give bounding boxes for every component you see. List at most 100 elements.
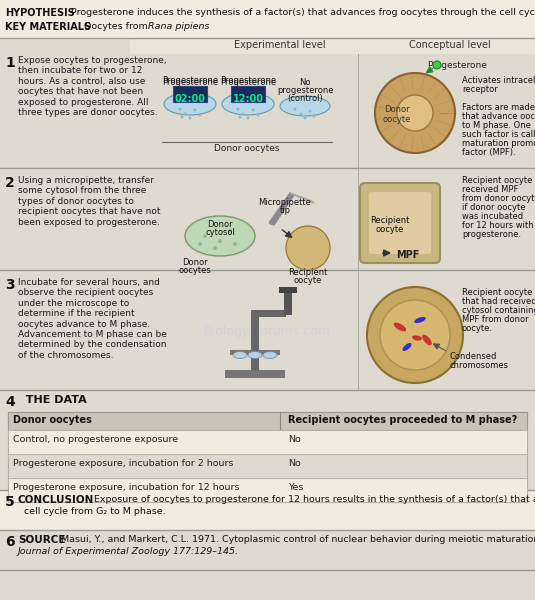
Text: progesterone: progesterone xyxy=(277,86,333,95)
Text: Progesterone: Progesterone xyxy=(220,76,276,85)
Circle shape xyxy=(433,61,441,69)
Text: Recipient oocyte: Recipient oocyte xyxy=(462,288,532,297)
Circle shape xyxy=(203,234,207,238)
Circle shape xyxy=(303,116,307,119)
Text: factor (MPF).: factor (MPF). xyxy=(462,148,516,157)
Text: Rana pipiens: Rana pipiens xyxy=(148,22,210,31)
Circle shape xyxy=(367,287,463,383)
Circle shape xyxy=(194,109,196,112)
Circle shape xyxy=(188,116,192,119)
Text: oocyte: oocyte xyxy=(376,225,404,234)
Text: progesterone.: progesterone. xyxy=(462,230,521,239)
Circle shape xyxy=(179,107,181,110)
Ellipse shape xyxy=(412,335,422,341)
Text: Biology-Forums.com: Biology-Forums.com xyxy=(203,325,331,338)
Text: 4: 4 xyxy=(5,395,15,409)
Text: that advance oocyte: that advance oocyte xyxy=(462,112,535,121)
Bar xyxy=(8,430,527,454)
FancyBboxPatch shape xyxy=(369,192,431,254)
Circle shape xyxy=(213,246,217,250)
FancyBboxPatch shape xyxy=(360,183,440,263)
Text: 02:00: 02:00 xyxy=(174,94,205,104)
Bar xyxy=(0,38,535,168)
Text: Recipient: Recipient xyxy=(288,268,327,277)
Text: oocyte.: oocyte. xyxy=(462,324,493,333)
Text: Incubate for several hours, and
observe the recipient oocytes
under the microsco: Incubate for several hours, and observe … xyxy=(18,278,167,360)
Circle shape xyxy=(233,242,237,246)
Bar xyxy=(8,478,527,502)
Circle shape xyxy=(218,239,222,243)
Bar xyxy=(252,350,258,368)
Text: Recipient: Recipient xyxy=(370,216,410,225)
Text: Oocytes from: Oocytes from xyxy=(78,22,151,31)
Ellipse shape xyxy=(222,93,274,115)
Text: Activates intracellular: Activates intracellular xyxy=(462,76,535,85)
Text: Masui, Y., and Markert, C.L. 1971. Cytoplasmic control of nuclear behavior durin: Masui, Y., and Markert, C.L. 1971. Cytop… xyxy=(58,535,535,544)
Text: if donor oocyte: if donor oocyte xyxy=(462,203,525,212)
Text: Progesterone induces the synthesis of a factor(s) that advances frog oocytes thr: Progesterone induces the synthesis of a … xyxy=(68,8,535,17)
Ellipse shape xyxy=(286,226,330,270)
Text: oocytes: oocytes xyxy=(179,266,211,275)
Text: .: . xyxy=(198,22,201,31)
Text: Progesterone exposure, incubation for 12 hours: Progesterone exposure, incubation for 12… xyxy=(13,483,240,492)
Text: cytosol containing: cytosol containing xyxy=(462,306,535,315)
Text: HYPOTHESIS: HYPOTHESIS xyxy=(5,8,75,18)
Text: for 12 hours with: for 12 hours with xyxy=(462,221,533,230)
Text: MPF from donor: MPF from donor xyxy=(462,315,529,324)
Circle shape xyxy=(312,115,316,118)
Text: cytosol: cytosol xyxy=(205,228,235,237)
Text: THE DATA: THE DATA xyxy=(18,395,87,405)
Text: Recipient oocytes proceeded to M phase?: Recipient oocytes proceeded to M phase? xyxy=(288,415,517,425)
Text: Donor
oocyte: Donor oocyte xyxy=(383,105,411,124)
Bar xyxy=(0,168,535,270)
Text: 2: 2 xyxy=(5,176,15,190)
Circle shape xyxy=(247,116,249,119)
Text: was incubated: was incubated xyxy=(462,212,523,221)
Bar xyxy=(231,86,265,102)
Text: Donor: Donor xyxy=(207,220,233,229)
Bar xyxy=(251,310,286,317)
Bar xyxy=(0,390,535,490)
Ellipse shape xyxy=(414,317,426,323)
Text: oocyte: oocyte xyxy=(294,276,322,285)
Text: No: No xyxy=(299,78,311,87)
Text: Progesterone: Progesterone xyxy=(427,61,487,70)
Circle shape xyxy=(309,109,311,113)
Bar xyxy=(0,390,535,490)
Circle shape xyxy=(228,229,232,233)
Text: 12:00: 12:00 xyxy=(233,94,264,104)
Ellipse shape xyxy=(164,93,216,115)
Text: Progesterone exposure, incubation for 2 hours: Progesterone exposure, incubation for 2 … xyxy=(13,459,233,468)
Text: 6: 6 xyxy=(5,535,14,549)
Ellipse shape xyxy=(402,343,411,351)
Circle shape xyxy=(251,109,255,112)
Text: SOURCE: SOURCE xyxy=(18,535,65,545)
Circle shape xyxy=(375,73,455,153)
Text: Donor: Donor xyxy=(182,258,208,267)
Ellipse shape xyxy=(280,96,330,116)
Text: 1: 1 xyxy=(5,56,15,70)
Circle shape xyxy=(380,300,450,370)
Text: such factor is called: such factor is called xyxy=(462,130,535,139)
Ellipse shape xyxy=(263,352,277,358)
Text: Conceptual level: Conceptual level xyxy=(409,40,491,50)
Text: No: No xyxy=(288,459,301,468)
Text: Progesterone: Progesterone xyxy=(162,78,218,87)
Bar xyxy=(8,412,527,430)
Bar xyxy=(8,454,527,478)
Text: that had received: that had received xyxy=(462,297,535,306)
Circle shape xyxy=(300,113,302,115)
Circle shape xyxy=(198,242,202,246)
Text: Progesterone: Progesterone xyxy=(162,76,218,85)
Text: Experimental level: Experimental level xyxy=(234,40,326,50)
Bar xyxy=(0,0,535,38)
Text: Using a micropipette, transfer
some cytosol from the three
types of donor oocyte: Using a micropipette, transfer some cyto… xyxy=(18,176,160,227)
Text: MPF: MPF xyxy=(396,250,419,260)
Ellipse shape xyxy=(185,216,255,256)
Text: 5: 5 xyxy=(5,495,15,509)
Text: 3: 3 xyxy=(5,278,14,292)
Text: to M phase. One: to M phase. One xyxy=(462,121,531,130)
Bar xyxy=(225,370,285,378)
Text: CONCLUSION: CONCLUSION xyxy=(18,495,94,505)
Circle shape xyxy=(256,113,259,116)
